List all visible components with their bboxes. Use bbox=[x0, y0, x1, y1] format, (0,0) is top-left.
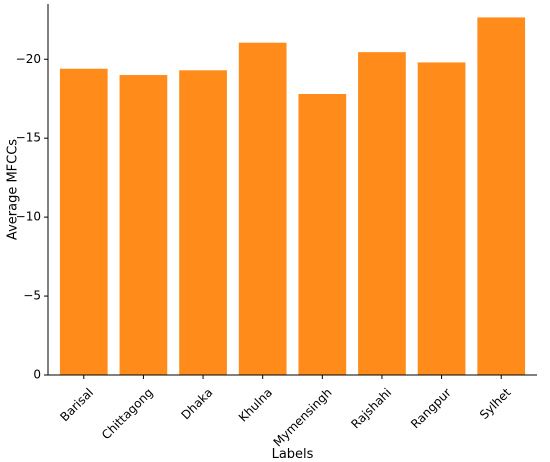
bars-layer bbox=[59, 17, 526, 376]
x-tick-label: Dhaka bbox=[178, 385, 215, 422]
x-axis-title: Labels bbox=[272, 447, 314, 462]
y-axis-title: Average MFCCs bbox=[6, 139, 21, 240]
bar-chittagong bbox=[119, 75, 168, 376]
x-tick-label: Rangpur bbox=[408, 385, 454, 431]
x-tick-label: Khulna bbox=[236, 385, 275, 424]
x-tick-label: Rajshahi bbox=[348, 385, 394, 431]
bar-sylhet bbox=[477, 17, 526, 375]
x-tick-label: Chittagong bbox=[99, 385, 156, 442]
y-tick-label: −10 bbox=[16, 210, 41, 224]
x-tick-label: Sylhet bbox=[477, 385, 514, 422]
y-axis-ticks: 0 −5 −10 −15 −20 bbox=[16, 52, 48, 382]
bar-rajshahi bbox=[358, 52, 406, 375]
bar-barisal bbox=[59, 68, 108, 375]
y-tick-label: −15 bbox=[16, 131, 41, 145]
bar-rangpur bbox=[417, 62, 466, 375]
y-tick-label: −20 bbox=[16, 52, 41, 66]
y-tick-label: 0 bbox=[33, 368, 41, 382]
bar-khulna bbox=[238, 42, 287, 376]
x-tick-label: Mymensingh bbox=[271, 385, 335, 449]
y-tick-label: −5 bbox=[23, 289, 41, 303]
bar-dhaka bbox=[179, 70, 227, 375]
bar-mymensingh bbox=[298, 93, 347, 375]
x-tick-label: Barisal bbox=[57, 385, 96, 424]
